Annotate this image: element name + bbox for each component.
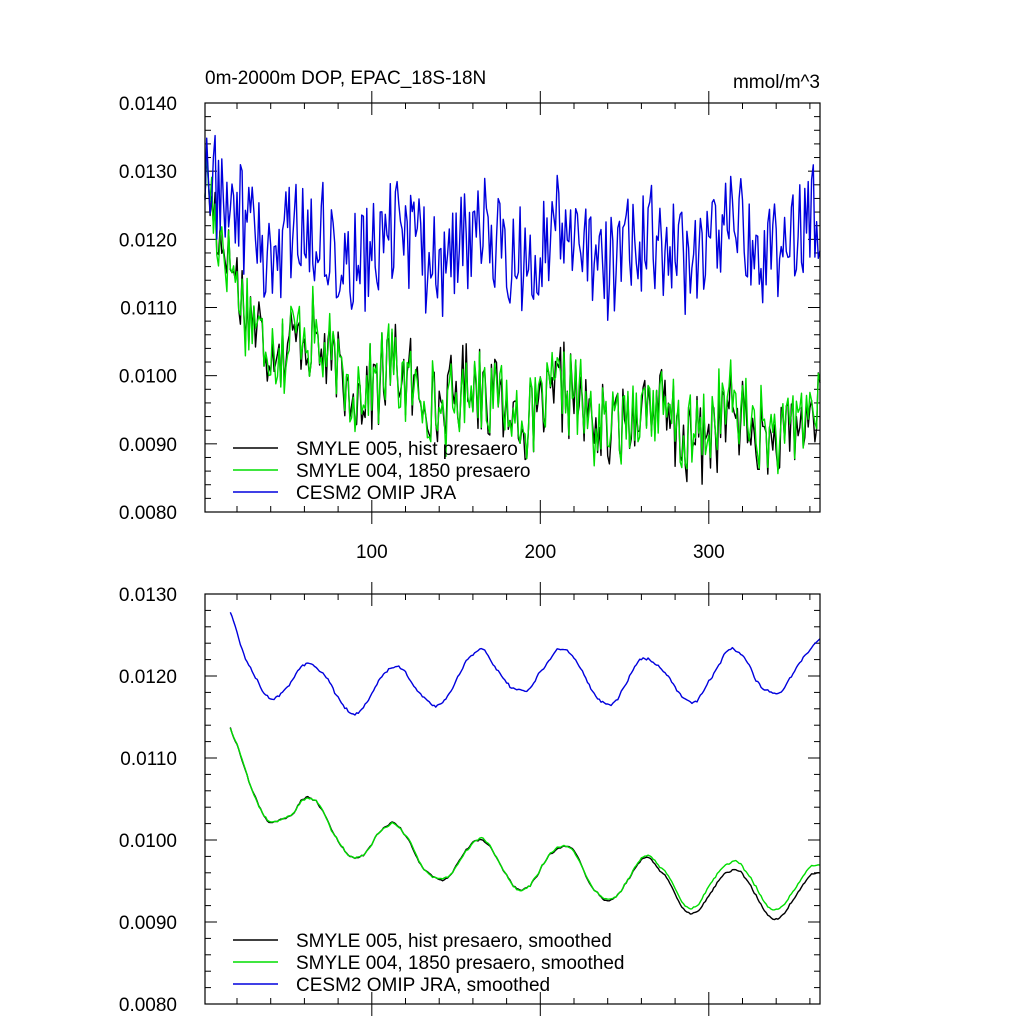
- top-ytick-label: 0.0100: [119, 367, 177, 388]
- bottom-ytick-label: 0.0120: [119, 667, 177, 688]
- top-xtick-label: 100: [356, 542, 388, 563]
- bottom-plot-frame: [204, 593, 821, 1005]
- top-xtick-label: 300: [693, 542, 725, 563]
- bottom-legend-label: SMYLE 004, 1850 presaero, smoothed: [296, 953, 624, 974]
- top-legend-label: SMYLE 004, 1850 presaero: [296, 461, 531, 482]
- top-axis-ticks: 0.0080 0.0090 0.0100 0.0110 0.0120 0.0130 0.01…: [119, 91, 820, 563]
- bottom-ytick-label: 0.0130: [119, 585, 177, 606]
- bottom-series-line-cesm2-omip: [229, 612, 821, 716]
- top-series-line-smyle004: [204, 146, 821, 475]
- top-legend-label: CESM2 OMIP JRA: [296, 483, 456, 504]
- bottom-legend-label: CESM2 OMIP JRA, smoothed: [296, 975, 550, 996]
- top-chart-title: 0m-2000m DOP, EPAC_18S-18N: [205, 68, 486, 89]
- top-series-line-cesm2-omip: [204, 134, 821, 321]
- top-xtick-label: 200: [524, 542, 556, 563]
- top-ytick-label: 0.0110: [120, 299, 177, 320]
- top-ytick-label: 0.0080: [119, 503, 177, 524]
- top-ytick-label: 0.0090: [119, 435, 177, 456]
- bottom-ytick-label: 0.0080: [119, 995, 177, 1016]
- top-chart-units: mmol/m^3: [733, 72, 820, 93]
- top-series-group: [204, 134, 821, 485]
- bottom-legend: SMYLE 005, hist presaero, smoothedSMYLE …: [233, 931, 624, 996]
- top-panel: 0m-2000m DOP, EPAC_18S-18N mmol/m^3 0.00…: [119, 68, 821, 563]
- bottom-legend-label: SMYLE 005, hist presaero, smoothed: [296, 931, 612, 952]
- bottom-axis-ticks: 0.0080 0.0090 0.0100 0.0110 0.0120 0.0130: [119, 582, 820, 1016]
- bottom-panel: 0.0080 0.0090 0.0100 0.0110 0.0120 0.0130 SMY…: [119, 582, 821, 1016]
- top-ytick-label: 0.0120: [119, 230, 177, 251]
- bottom-series-group: [229, 612, 821, 921]
- top-ytick-label: 0.0140: [119, 94, 177, 115]
- bottom-ytick-label: 0.0090: [119, 913, 177, 934]
- bottom-ytick-label: 0.0100: [119, 831, 177, 852]
- bottom-ytick-label: 0.0110: [120, 749, 177, 770]
- top-legend-label: SMYLE 005, hist presaero: [296, 439, 518, 460]
- top-plot-frame: [204, 102, 821, 513]
- top-ytick-label: 0.0130: [119, 162, 177, 183]
- bottom-series-line-smyle004: [229, 727, 821, 911]
- bottom-series-line-smyle005: [229, 727, 821, 921]
